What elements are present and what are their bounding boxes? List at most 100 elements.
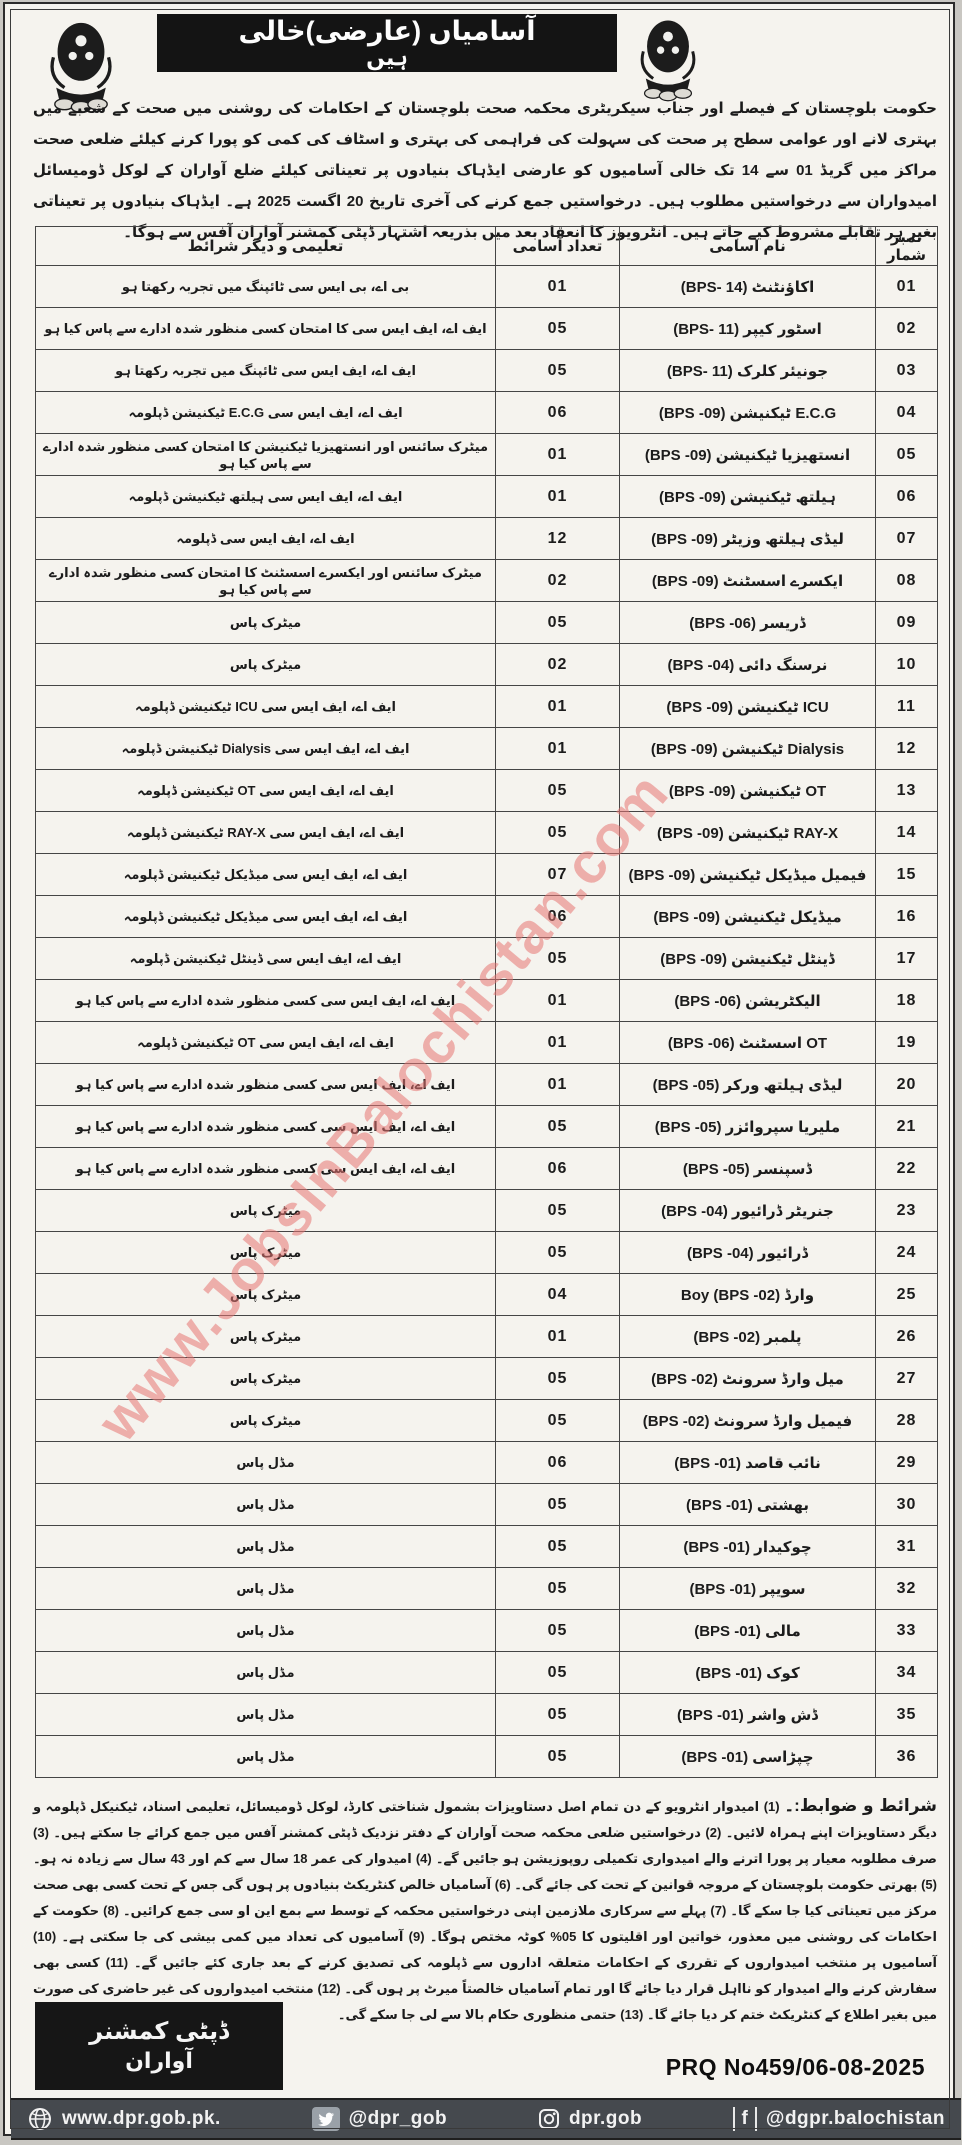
qualification-cell: میٹرک پاس	[35, 1315, 496, 1358]
post-name-cell: الیکٹریشن (BPS -06)	[619, 979, 876, 1022]
balochistan-crest-left-icon	[50, 22, 112, 114]
serial-cell: 09	[875, 601, 938, 644]
post-name-cell: RAY-X ٹیکنیشن (BPS -09)	[619, 811, 876, 854]
table-row: 06 ہیلتھ ٹیکنیشن (BPS -09) 01 ایف اے، ایف ا…	[35, 475, 938, 518]
post-count-cell: 05	[495, 1357, 620, 1400]
post-count-cell: 05	[495, 1693, 620, 1736]
post-count-cell: 01	[495, 265, 620, 308]
qualification-cell: ایف اے، ایف ایس سی Dialysis ٹیکنیشن ڈپلو…	[35, 727, 496, 770]
table-row: 23 جنریٹر ڈرائیور (BPS -04) 05 میٹرک پاس	[35, 1189, 938, 1232]
qualification-cell: میٹرک پاس	[35, 601, 496, 644]
serial-cell: 14	[875, 811, 938, 854]
serial-cell: 01	[875, 265, 938, 308]
post-count-cell: 05	[495, 937, 620, 980]
table-row: 36 چپڑاسی (BPS -01) 05 مڈل پاس	[35, 1735, 938, 1778]
serial-cell: 08	[875, 559, 938, 602]
post-count-cell: 01	[495, 433, 620, 476]
table-row: 25 وارڈ Boy (BPS -02) 04 میٹرک پاس	[35, 1273, 938, 1316]
table-row: 17 ڈینٹل ٹیکنیشن (BPS -09) 05 ایف اے، ایف ا…	[35, 937, 938, 980]
qualification-cell: ایف اے، ایف ایس سی کا امتحان کسی منظور ش…	[35, 307, 496, 350]
table-row: 12 Dialysis ٹیکنیشن (BPS -09) 01 ایف اے، ای…	[35, 727, 938, 770]
serial-cell: 29	[875, 1441, 938, 1484]
qualification-cell: میٹرک پاس	[35, 1273, 496, 1316]
serial-cell: 11	[875, 685, 938, 728]
header-post-count: تعداد آسامی	[495, 226, 620, 266]
table-row: 22 ڈسپنسر (BPS -05) 06 ایف اے، ایف ایس سی ک…	[35, 1147, 938, 1190]
serial-cell: 21	[875, 1105, 938, 1148]
post-count-cell: 05	[495, 1525, 620, 1568]
qualification-cell: مڈل پاس	[35, 1441, 496, 1484]
serial-cell: 28	[875, 1399, 938, 1442]
table-row: 07 لیڈی ہیلتھ وزیٹر (BPS -09) 12 ایف اے، ای…	[35, 517, 938, 560]
footer-instagram-label: dpr.gob	[568, 2108, 643, 2129]
post-name-cell: ہیلتھ ٹیکنیشن (BPS -09)	[619, 475, 876, 518]
qualification-cell: ایف اے، ایف ایس سی RAY-X ٹیکنیشن ڈپلومہ	[35, 811, 496, 854]
post-count-cell: 02	[495, 643, 620, 686]
post-name-cell: نائب قاصد (BPS -01)	[619, 1441, 876, 1484]
post-count-cell: 01	[495, 1063, 620, 1106]
qualification-cell: میٹرک سائنس اور انستھیزیا ٹیکنیشن کا امت…	[35, 433, 496, 476]
signature-title: ڈپٹی کمشنر	[89, 2018, 229, 2045]
post-name-cell: ڈش واشر (BPS -01)	[619, 1693, 876, 1736]
post-name-cell: OT ٹیکنیشن (BPS -09)	[619, 769, 876, 812]
table-row: 02 اسٹور کیپر (BPS- 11) 05 ایف اے، ایف ایس …	[35, 307, 938, 350]
instagram-icon	[538, 2109, 559, 2129]
serial-cell: 36	[875, 1735, 938, 1778]
table-row: 28 فیمیل وارڈ سرونٹ (BPS -02) 05 میٹرک پاس	[35, 1399, 938, 1442]
intro-paragraph: حکومت بلوچستان کے فیصلے اور جناب سیکریٹر…	[33, 100, 938, 241]
qualification-cell: مڈل پاس	[35, 1735, 496, 1778]
qualification-cell: ایف اے، ایف ایس سی ڈپلومہ	[35, 517, 496, 560]
serial-cell: 32	[875, 1567, 938, 1610]
table-row: 21 ملیریا سپروائزر (BPS -05) 05 ایف اے، ایف…	[35, 1105, 938, 1148]
post-count-cell: 02	[495, 559, 620, 602]
signature-district: آواران	[125, 2048, 193, 2073]
post-count-cell: 06	[495, 1147, 620, 1190]
post-name-cell: پلمبر (BPS -02)	[619, 1315, 876, 1358]
serial-cell: 07	[875, 517, 938, 560]
post-count-cell: 05	[495, 307, 620, 350]
post-count-cell: 06	[495, 391, 620, 434]
post-count-cell: 07	[495, 853, 620, 896]
table-row: 09 ڈریسر (BPS -06) 05 میٹرک پاس	[35, 601, 938, 644]
terms-heading: شرائط و ضوابط:۔	[784, 1796, 938, 1815]
table-row: 11 ICU ٹیکنیشن (BPS -09) 01 ایف اے، ایف ایس…	[35, 685, 938, 728]
post-name-cell: ICU ٹیکنیشن (BPS -09)	[619, 685, 876, 728]
post-count-cell: 05	[495, 1609, 620, 1652]
serial-cell: 34	[875, 1651, 938, 1694]
post-name-cell: ملیریا سپروائزر (BPS -05)	[619, 1105, 876, 1148]
footer-twitter: @dpr_gob	[311, 2107, 448, 2131]
post-count-cell: 05	[495, 1567, 620, 1610]
post-name-cell: مالی (BPS -01)	[619, 1609, 876, 1652]
serial-cell: 04	[875, 391, 938, 434]
qualification-cell: میٹرک پاس	[35, 1357, 496, 1400]
qualification-cell: مڈل پاس	[35, 1609, 496, 1652]
serial-cell: 10	[875, 643, 938, 686]
post-name-cell: بھشتی (BPS -01)	[619, 1483, 876, 1526]
post-count-cell: 01	[495, 979, 620, 1022]
post-count-cell: 06	[495, 1441, 620, 1484]
post-count-cell: 05	[495, 1231, 620, 1274]
table-row: 30 بھشتی (BPS -01) 05 مڈل پاس	[35, 1483, 938, 1526]
qualification-cell: ایف اے، ایف ایس سی کسی منظور شدہ ادارے س…	[35, 1147, 496, 1190]
balochistan-crest-right-icon	[640, 20, 696, 102]
qualification-cell: میٹرک پاس	[35, 643, 496, 686]
post-name-cell: ایکسرے اسسٹنٹ (BPS -09)	[619, 559, 876, 602]
post-count-cell: 06	[495, 895, 620, 938]
post-name-cell: ڈسپنسر (BPS -05)	[619, 1147, 876, 1190]
qualification-cell: ایف اے، ایف ایس سی ICU ٹیکنیشن ڈپلومہ	[35, 685, 496, 728]
serial-cell: 13	[875, 769, 938, 812]
post-name-cell: وارڈ Boy (BPS -02)	[619, 1273, 876, 1316]
footer-website: www.dpr.gob.pk.	[27, 2106, 221, 2132]
footer-website-label: www.dpr.gob.pk.	[62, 2108, 221, 2129]
post-name-cell: جونیئر کلرک (BPS- 11)	[619, 349, 876, 392]
post-name-cell: فیمیل میڈیکل ٹیکنیشن (BPS -09)	[619, 853, 876, 896]
table-row: 33 مالی (BPS -01) 05 مڈل پاس	[35, 1609, 938, 1652]
serial-cell: 18	[875, 979, 938, 1022]
qualification-cell: ایف اے، ایف ایس سی کسی منظور شدہ ادارے س…	[35, 979, 496, 1022]
serial-cell: 15	[875, 853, 938, 896]
serial-cell: 27	[875, 1357, 938, 1400]
post-count-cell: 05	[495, 1189, 620, 1232]
qualification-cell: ایف اے، ایف ایس سی ٹائپنگ میں تجربہ رکھت…	[35, 349, 496, 392]
qualification-cell: ایف اے، ایف ایس سی ہیلتھ ٹیکنیشن ڈپلومہ	[35, 475, 496, 518]
qualification-cell: ایف اے، ایف ایس سی میڈیکل ٹیکنیشن ڈپلومہ	[35, 853, 496, 896]
